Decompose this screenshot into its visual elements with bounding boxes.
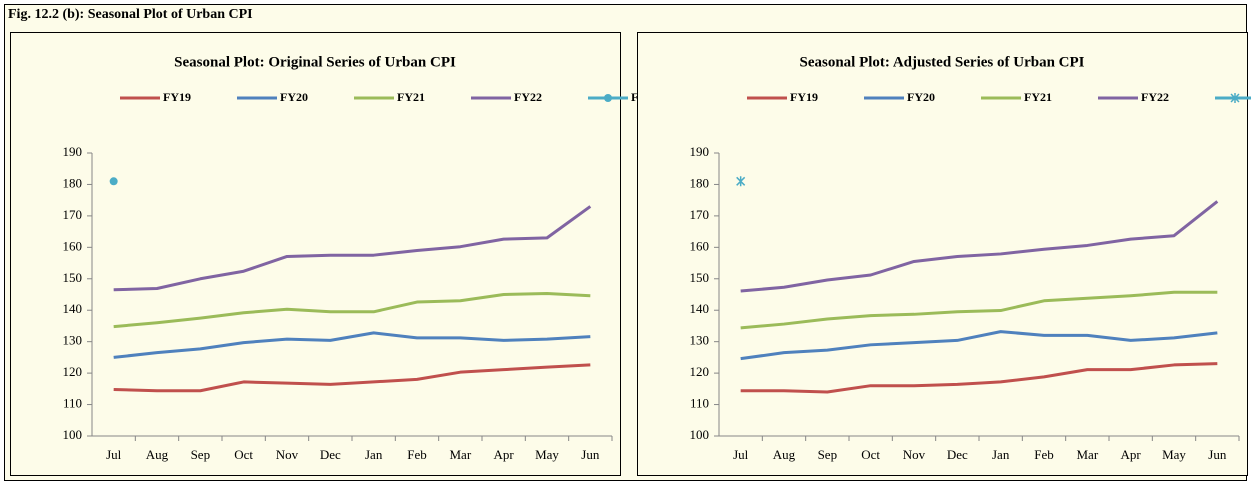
y-tick-label: 100 (690, 427, 710, 442)
x-tick-label: May (535, 447, 559, 462)
y-tick-label: 120 (690, 364, 710, 379)
y-tick-label: 150 (690, 270, 710, 285)
series-line (740, 290, 1218, 330)
y-tick-label: 170 (63, 207, 83, 222)
series-line (740, 200, 1219, 293)
chart-panel (10, 32, 621, 476)
legend-label: FY21 (1024, 90, 1052, 104)
series-line (740, 362, 1218, 394)
y-tick-label: 130 (63, 333, 83, 348)
x-tick-label: Jun (1208, 447, 1227, 462)
series-line (113, 205, 592, 292)
chart-title: Seasonal Plot: Adjusted Series of Urban … (799, 54, 1084, 70)
figure-title: Fig. 12.2 (b): Seasonal Plot of Urban CP… (8, 7, 253, 22)
legend-marker (1230, 93, 1240, 103)
y-tick-label: 190 (690, 144, 710, 159)
series-line (113, 331, 591, 359)
x-tick-label: Mar (1076, 447, 1098, 462)
y-tick-label: 190 (63, 144, 83, 159)
legend-label: FY22 (514, 90, 542, 104)
x-tick-label: Jul (733, 447, 749, 462)
x-tick-label: Nov (276, 447, 299, 462)
x-tick-label: Sep (191, 447, 211, 462)
x-tick-label: Dec (320, 447, 341, 462)
x-tick-label: Jan (992, 447, 1010, 462)
x-tick-label: Aug (146, 447, 169, 462)
x-tick-label: Mar (449, 447, 471, 462)
y-tick-label: 100 (63, 427, 83, 442)
x-tick-label: Jul (106, 447, 122, 462)
y-tick-label: 120 (63, 364, 83, 379)
legend-marker (604, 94, 612, 102)
x-tick-label: Jun (581, 447, 600, 462)
x-tick-label: Jan (365, 447, 383, 462)
y-tick-label: 110 (690, 396, 709, 411)
y-tick-label: 140 (690, 301, 710, 316)
y-tick-label: 170 (690, 207, 710, 222)
data-point (109, 177, 118, 186)
x-tick-label: Feb (407, 447, 427, 462)
y-tick-label: 180 (63, 175, 83, 190)
legend-label: FY21 (397, 90, 425, 104)
legend-label: FY20 (280, 90, 308, 104)
y-tick-label: 130 (690, 333, 710, 348)
y-tick-label: 160 (690, 238, 710, 253)
legend-label: FY19 (790, 90, 818, 104)
series-line (740, 330, 1218, 361)
x-tick-label: Apr (494, 447, 515, 462)
series-line (113, 363, 591, 393)
x-tick-label: May (1162, 447, 1186, 462)
y-tick-label: 180 (690, 175, 710, 190)
x-tick-label: Oct (861, 447, 880, 462)
data-point (736, 176, 746, 187)
x-tick-label: Aug (773, 447, 796, 462)
legend-label: FY19 (163, 90, 191, 104)
y-tick-label: 140 (63, 301, 83, 316)
chart-title: Seasonal Plot: Original Series of Urban … (174, 54, 456, 70)
y-tick-label: 160 (63, 238, 83, 253)
y-tick-label: 110 (63, 396, 82, 411)
x-tick-label: Dec (947, 447, 968, 462)
x-tick-label: Oct (234, 447, 253, 462)
series-line (113, 292, 591, 329)
x-tick-label: Feb (1034, 447, 1054, 462)
x-tick-label: Nov (903, 447, 926, 462)
x-tick-label: Sep (818, 447, 838, 462)
chart-panel (637, 32, 1248, 476)
x-tick-label: Apr (1121, 447, 1142, 462)
legend-label: FY20 (907, 90, 935, 104)
y-tick-label: 150 (63, 270, 83, 285)
legend-label: FY22 (1141, 90, 1169, 104)
